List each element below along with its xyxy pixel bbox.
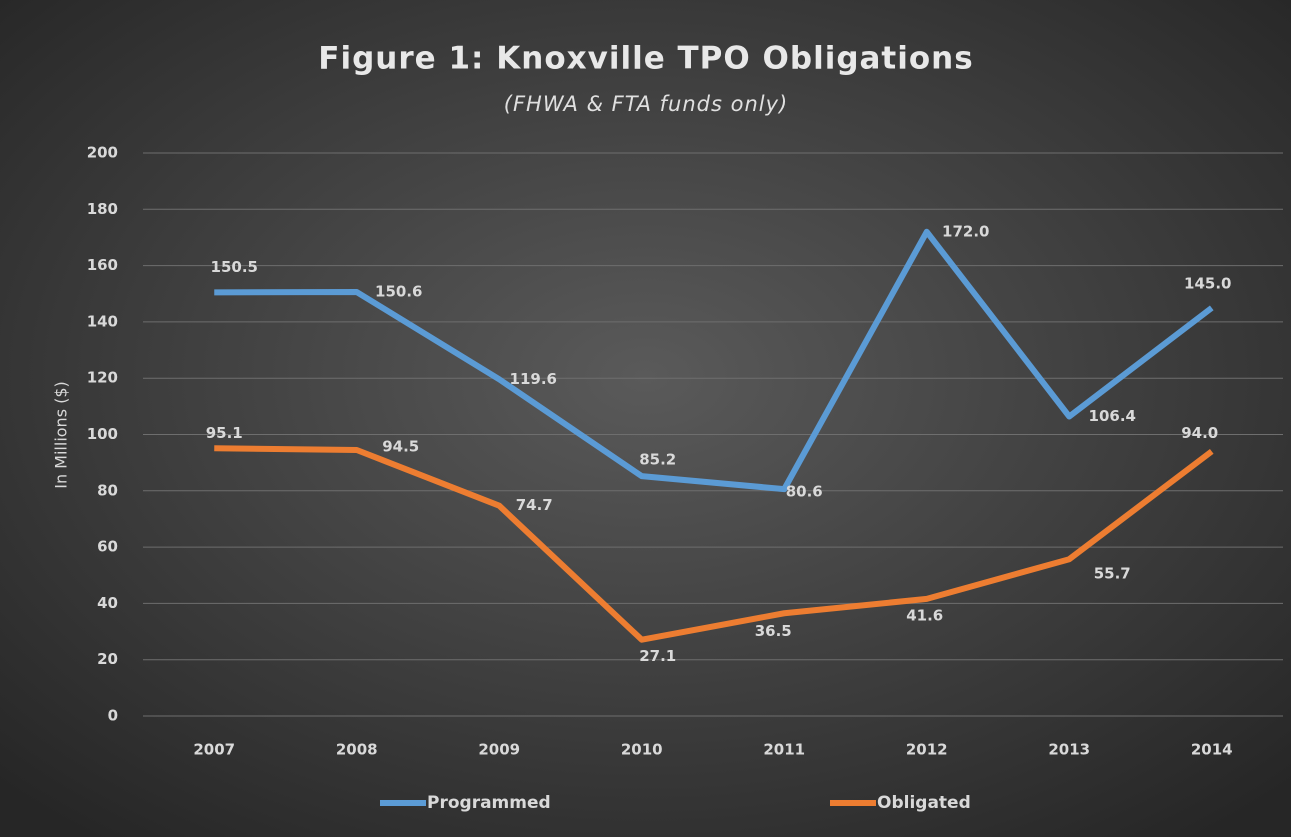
data-label: 150.5 [211,258,258,276]
x-tick-label: 2014 [1191,741,1233,759]
y-tick-label: 120 [87,369,118,387]
series-line [214,445,1214,643]
legend-label: Programmed [427,793,551,813]
x-tick-label: 2013 [1048,741,1090,759]
x-tick-label: 2011 [763,741,805,759]
data-label: 27.1 [639,647,676,665]
chart-title: Figure 1: Knoxville TPO Obligations [318,41,973,77]
y-tick-label: 40 [97,594,118,612]
legend-label: Obligated [877,793,971,813]
x-tick-label: 2012 [906,741,948,759]
data-label: 74.7 [516,496,553,514]
y-tick-label: 180 [87,200,118,218]
data-label: 106.4 [1089,407,1136,425]
x-tick-label: 2010 [621,741,663,759]
data-label: 145.0 [1184,274,1231,292]
data-label: 94.0 [1181,424,1218,442]
y-tick-label: 140 [87,312,118,330]
data-label: 80.6 [786,483,823,501]
y-tick-label: 0 [108,707,118,725]
series-line [214,228,1214,493]
data-label: 150.6 [375,283,422,301]
y-tick-label: 160 [87,256,118,274]
data-label: 85.2 [639,451,676,469]
data-label: 55.7 [1094,565,1131,583]
y-tick-label: 60 [97,538,118,556]
data-label: 41.6 [906,606,943,624]
x-tick-label: 2008 [336,741,378,759]
y-tick-label: 20 [97,650,118,668]
data-label: 119.6 [510,370,557,388]
x-tick-label: 2009 [478,741,520,759]
data-label: 95.1 [206,424,243,442]
y-tick-label: 80 [97,481,118,499]
y-tick-label: 100 [87,425,118,443]
y-tick-label: 200 [87,144,118,162]
x-tick-label: 2007 [193,741,235,759]
data-label: 94.5 [382,437,419,455]
chart-subtitle: (FHWA & FTA funds only) [504,92,788,116]
data-label: 172.0 [942,222,989,240]
data-label: 36.5 [755,622,792,640]
y-axis-label: In Millions ($) [52,381,71,489]
